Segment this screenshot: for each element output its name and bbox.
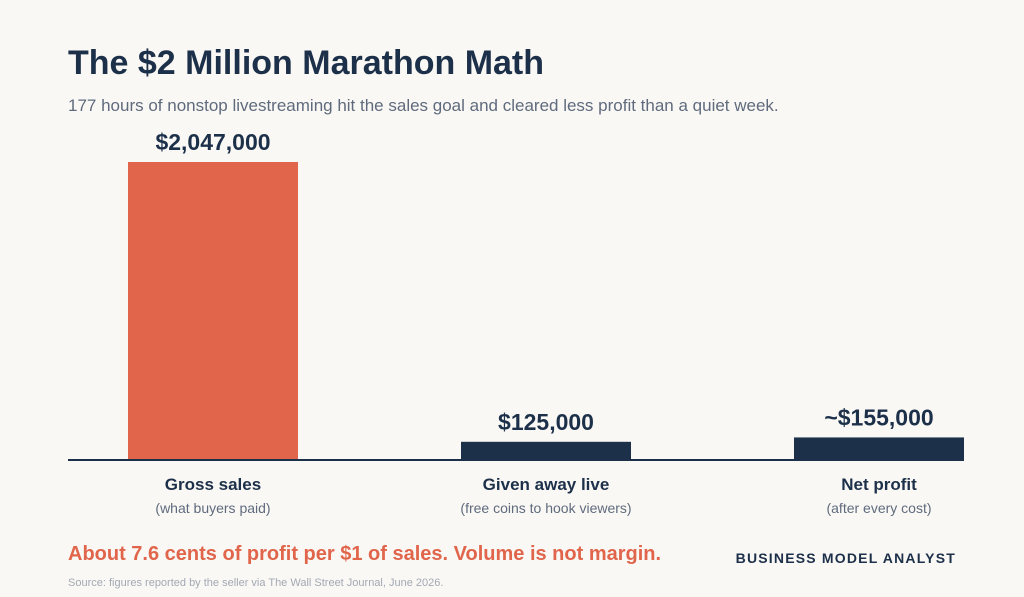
category-label-1: Gross sales [165, 475, 261, 494]
category-sublabel-1: (what buyers paid) [155, 500, 270, 516]
category-label-3: Net profit [841, 475, 917, 494]
takeaway-text: About 7.6 cents of profit per $1 of sale… [68, 543, 662, 565]
brand-label: BUSINESS MODEL ANALYST [735, 550, 956, 566]
chart-title: The $2 Million Marathon Math [68, 44, 545, 82]
value-label-1: $2,047,000 [155, 129, 270, 155]
source-note: Source: figures reported by the seller v… [68, 577, 444, 589]
category-label-2: Given away live [483, 475, 610, 494]
bar-chart: $2,047,000 Gross sales (what buyers paid) $… [68, 129, 964, 516]
value-label-2: $125,000 [498, 409, 594, 435]
category-sublabel-3: (after every cost) [826, 500, 931, 516]
bar-1 [128, 162, 298, 460]
value-label-3: ~$155,000 [824, 404, 933, 430]
bar-2 [461, 441, 631, 460]
category-sublabel-2: (free coins to hook viewers) [460, 500, 631, 516]
bar-3 [794, 437, 964, 460]
chart-subtitle: 177 hours of nonstop livestreaming hit t… [68, 96, 779, 115]
